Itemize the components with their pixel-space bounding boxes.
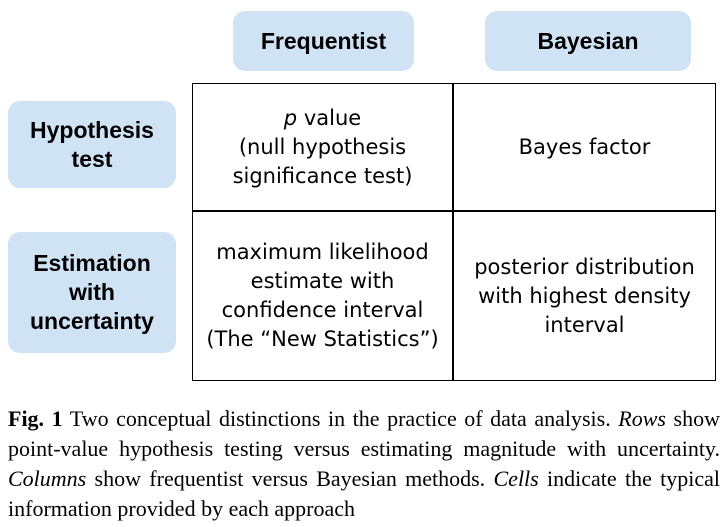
row-header-hypothesis-line1: Hypothesis — [30, 116, 154, 143]
row-header-estimation: Estimation with uncertainty — [8, 232, 176, 353]
column-header-frequentist: Frequentist — [233, 11, 414, 71]
column-header-bayesian-label: Bayesian — [537, 27, 639, 54]
cell-be-line1: posterior distribution — [474, 254, 695, 279]
row-header-estimation-line3: uncertainty — [30, 308, 154, 334]
cell-bayesian-hypothesis: Bayes factor — [454, 84, 715, 210]
caption-cells: Cells — [493, 466, 539, 491]
cell-bh-line1: Bayes factor — [518, 134, 651, 159]
cell-fh-p: p — [283, 105, 298, 130]
row-header-estimation-line1: Estimation — [33, 250, 151, 276]
cell-fe-line2: estimate with — [250, 269, 395, 293]
row-header-hypothesis-line2: test — [71, 145, 113, 172]
matrix-horizontal-divider — [192, 210, 716, 212]
cell-fh-line3: significance test) — [232, 163, 413, 188]
cell-fe-line3: confidence interval — [221, 298, 424, 322]
caption-text-2: show point-value hypothesis testing vers… — [8, 406, 720, 461]
cell-frequentist-hypothesis: p value (null hypothesis significance te… — [193, 84, 452, 210]
row-header-hypothesis-test: Hypothesis test — [8, 101, 176, 188]
matrix-vertical-divider — [452, 83, 454, 381]
cell-fe-line1: maximum likelihood — [216, 240, 429, 264]
column-header-frequentist-label: Frequentist — [260, 27, 387, 54]
caption-text-3: show frequentist versus Bayesian methods… — [86, 466, 494, 491]
caption-text-1: Two conceptual distinctions in the pract… — [62, 406, 619, 431]
row-header-estimation-line2: with — [68, 279, 115, 305]
cell-frequentist-estimation: maximum likelihood estimate with confide… — [193, 212, 452, 380]
cell-fe-line4: (The “New Statistics”) — [206, 327, 439, 351]
cell-be-line3: interval — [544, 312, 625, 337]
caption-label: Fig. 1 — [8, 406, 63, 431]
caption-rows: Rows — [618, 406, 666, 431]
caption-columns: Columns — [8, 466, 87, 491]
cell-fh-line1: p value — [233, 104, 413, 133]
cell-fh-line2: (null hypothesis — [238, 134, 407, 159]
figure-caption: Fig. 1 Two conceptual distinctions in th… — [8, 404, 720, 524]
column-header-bayesian: Bayesian — [485, 11, 691, 71]
matrix-border — [192, 83, 716, 381]
cell-be-line2: with highest density — [478, 283, 691, 308]
cell-fh-value: value — [297, 105, 362, 130]
caption-text-4: indicate the typical information provide… — [8, 466, 721, 521]
cell-bayesian-estimation: posterior distribution with highest dens… — [454, 212, 715, 380]
